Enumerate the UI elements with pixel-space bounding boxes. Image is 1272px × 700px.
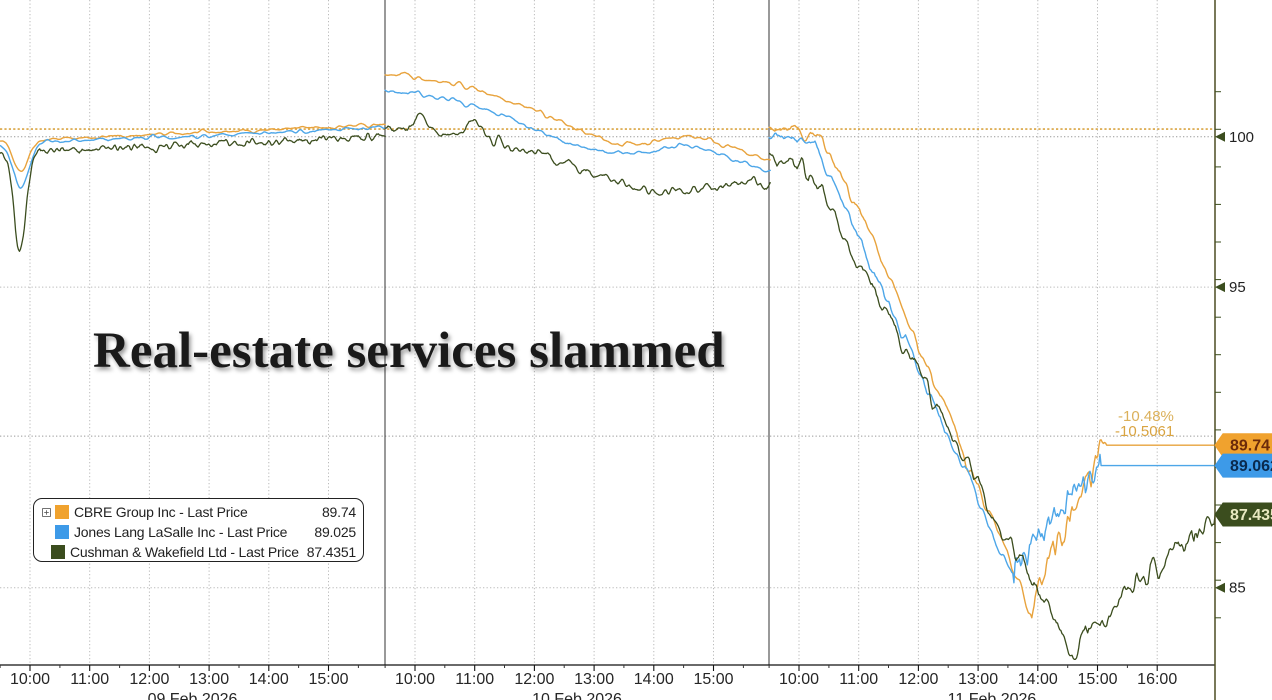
svg-text:11:00: 11:00 — [70, 671, 109, 688]
svg-text:11:00: 11:00 — [455, 671, 494, 688]
svg-text:14:00: 14:00 — [634, 671, 674, 688]
svg-text:12:00: 12:00 — [898, 671, 938, 688]
svg-text:-10.5061: -10.5061 — [1115, 423, 1174, 440]
svg-text:10:00: 10:00 — [779, 671, 819, 688]
svg-text:15:00: 15:00 — [693, 671, 733, 688]
svg-text:95: 95 — [1229, 279, 1246, 296]
svg-text:13:00: 13:00 — [189, 671, 229, 688]
svg-text:10 Feb 2026: 10 Feb 2026 — [532, 691, 622, 700]
svg-text:14:00: 14:00 — [1018, 671, 1058, 688]
svg-text:10:00: 10:00 — [10, 671, 50, 688]
svg-text:10:00: 10:00 — [395, 671, 435, 688]
svg-text:87.4351: 87.4351 — [1230, 507, 1272, 524]
svg-text:100: 100 — [1229, 129, 1254, 146]
svg-text:11:00: 11:00 — [839, 671, 878, 688]
svg-text:12:00: 12:00 — [514, 671, 554, 688]
svg-text:13:00: 13:00 — [958, 671, 998, 688]
svg-text:11 Feb 2026: 11 Feb 2026 — [948, 691, 1037, 700]
svg-text:09 Feb 2026: 09 Feb 2026 — [148, 691, 238, 700]
svg-text:14:00: 14:00 — [249, 671, 289, 688]
svg-text:89.0628: 89.0628 — [1230, 458, 1272, 475]
svg-text:15:00: 15:00 — [308, 671, 348, 688]
svg-text:12:00: 12:00 — [129, 671, 169, 688]
svg-text:16:00: 16:00 — [1137, 671, 1177, 688]
svg-text:85: 85 — [1229, 580, 1246, 597]
svg-text:15:00: 15:00 — [1077, 671, 1117, 688]
svg-text:89.74: 89.74 — [1230, 438, 1270, 455]
svg-text:13:00: 13:00 — [574, 671, 614, 688]
